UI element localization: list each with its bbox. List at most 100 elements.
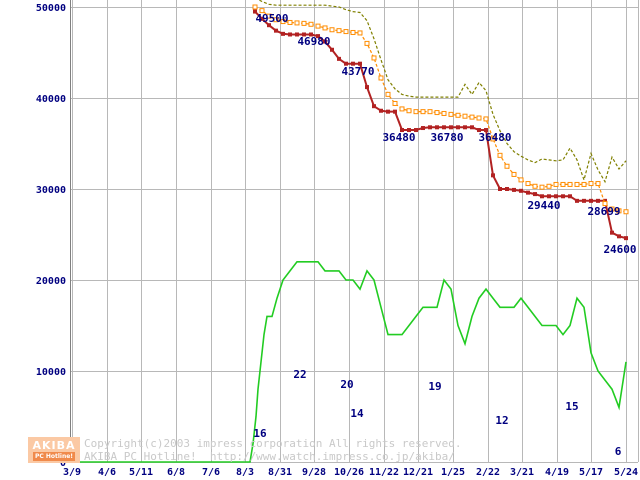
y-tick-label: 10000 (36, 367, 66, 378)
series-marker-lowest-price (575, 198, 579, 203)
series-marker-lowest-price (281, 31, 285, 36)
series-marker-lowest-price (456, 125, 460, 130)
series-marker-lowest-price (309, 32, 313, 37)
series-marker-lowest-price (561, 194, 565, 199)
series-marker-lowest-price (568, 194, 572, 199)
series-marker-lowest-price (589, 198, 593, 203)
series-marker-average-price (399, 106, 405, 112)
series-marker-lowest-price (547, 194, 551, 199)
series-marker-average-price (294, 20, 300, 26)
series-marker-average-price (462, 113, 468, 119)
series-marker-lowest-price (519, 188, 523, 193)
data-label-lowest-price: 24600 (603, 243, 636, 256)
series-marker-lowest-price (302, 32, 306, 37)
series-marker-average-price (532, 183, 538, 189)
x-tick-label: 10/26 (334, 467, 364, 478)
series-marker-average-price (567, 181, 573, 187)
series-marker-average-price (469, 114, 475, 120)
series-marker-average-price (441, 110, 447, 116)
series-marker-average-price (266, 13, 272, 19)
series-marker-average-price (385, 91, 391, 97)
series-marker-lowest-price (386, 109, 390, 114)
series-marker-average-price (518, 177, 524, 183)
series-marker-lowest-price (442, 125, 446, 130)
series-marker-average-price (455, 112, 461, 118)
series-marker-lowest-price (379, 108, 383, 113)
series-marker-lowest-price (400, 128, 404, 133)
x-tick-label: 8/31 (268, 467, 292, 478)
data-label-shop-count: 16 (253, 427, 267, 440)
series-marker-lowest-price (617, 234, 621, 239)
series-marker-lowest-price (421, 126, 425, 131)
data-label-lowest-price: 36480 (382, 131, 415, 144)
series-marker-lowest-price (295, 32, 299, 37)
series-marker-lowest-price (435, 125, 439, 130)
series-marker-average-price (392, 100, 398, 106)
series-line-shop-count (72, 260, 627, 463)
series-marker-lowest-price (603, 198, 607, 203)
x-tick-label: 5/24 (614, 467, 638, 478)
y-tick-label: 0 (60, 458, 66, 469)
series-marker-average-price (350, 29, 356, 35)
series-marker-average-price (504, 163, 510, 169)
series-marker-average-price (413, 109, 419, 115)
x-tick-label: 6/8 (167, 467, 185, 478)
series-marker-average-price (357, 30, 363, 36)
data-label-shop-count: 20 (340, 378, 353, 391)
data-label-shop-count: 6 (615, 445, 622, 458)
series-marker-average-price (308, 21, 314, 27)
series-marker-average-price (420, 109, 426, 115)
data-label-lowest-price: 46980 (297, 35, 330, 48)
y-axis-tick-labels: 0 10000 20000 30000 40000 50000 (36, 3, 66, 469)
series-marker-average-price (546, 183, 552, 189)
series-marker-lowest-price (470, 125, 474, 130)
series-marker-lowest-price (372, 104, 376, 109)
series-marker-lowest-price (526, 190, 530, 195)
y-tick-label: 40000 (36, 94, 66, 105)
series-marker-lowest-price (505, 187, 509, 191)
series-marker-average-price (322, 25, 328, 31)
series-marker-lowest-price (316, 34, 320, 39)
series-marker-lowest-price (288, 32, 292, 37)
series-marker-lowest-price (260, 16, 264, 21)
y-tick-label: 50000 (36, 3, 66, 14)
data-label-lowest-price: 36480 (478, 131, 511, 144)
series-marker-lowest-price (407, 128, 411, 133)
data-label-shop-count: 14 (350, 407, 364, 420)
series-marker-average-price (434, 110, 440, 116)
data-label-shop-count: 19 (428, 380, 441, 393)
series-marker-lowest-price (365, 85, 369, 90)
series-marker-lowest-price (540, 194, 544, 199)
series-marker-average-price (315, 23, 321, 29)
series-marker-lowest-price (610, 230, 614, 235)
series-marker-lowest-price (274, 28, 278, 33)
series-marker-lowest-price (554, 194, 558, 199)
series-marker-average-price (336, 28, 342, 34)
series-marker-lowest-price (393, 109, 397, 114)
series-marker-average-price (497, 152, 503, 158)
series-marker-average-price (602, 201, 608, 207)
x-tick-label: 5/11 (129, 467, 153, 478)
series-marker-average-price (476, 115, 482, 121)
x-axis-tick-labels: 3/9 4/6 5/11 6/8 7/6 8/3 8/31 9/28 10/26 11/22 12/… (63, 467, 638, 478)
series-layer (72, 0, 629, 463)
series-marker-average-price (623, 209, 629, 215)
x-tick-label: 4/19 (545, 467, 569, 478)
data-label-lowest-price: 36780 (430, 131, 463, 144)
series-marker-lowest-price (491, 173, 495, 178)
series-marker-average-price (511, 171, 517, 177)
series-marker-lowest-price (351, 61, 355, 66)
y-tick-label: 20000 (36, 276, 66, 287)
series-marker-average-price (259, 8, 265, 14)
series-marker-average-price (406, 108, 412, 114)
data-point-labels: 49500 46980 43770 36480 36780 36480 29440 28699… (253, 12, 636, 458)
x-tick-label: 9/28 (302, 467, 326, 478)
series-marker-lowest-price (428, 125, 432, 130)
x-tick-label: 3/21 (510, 467, 534, 478)
series-marker-lowest-price (253, 9, 257, 14)
series-marker-average-price (329, 27, 335, 33)
x-tick-label: 3/9 (63, 467, 81, 478)
series-marker-lowest-price (498, 187, 502, 191)
series-marker-lowest-price (267, 23, 271, 28)
series-marker-average-price (553, 181, 559, 187)
